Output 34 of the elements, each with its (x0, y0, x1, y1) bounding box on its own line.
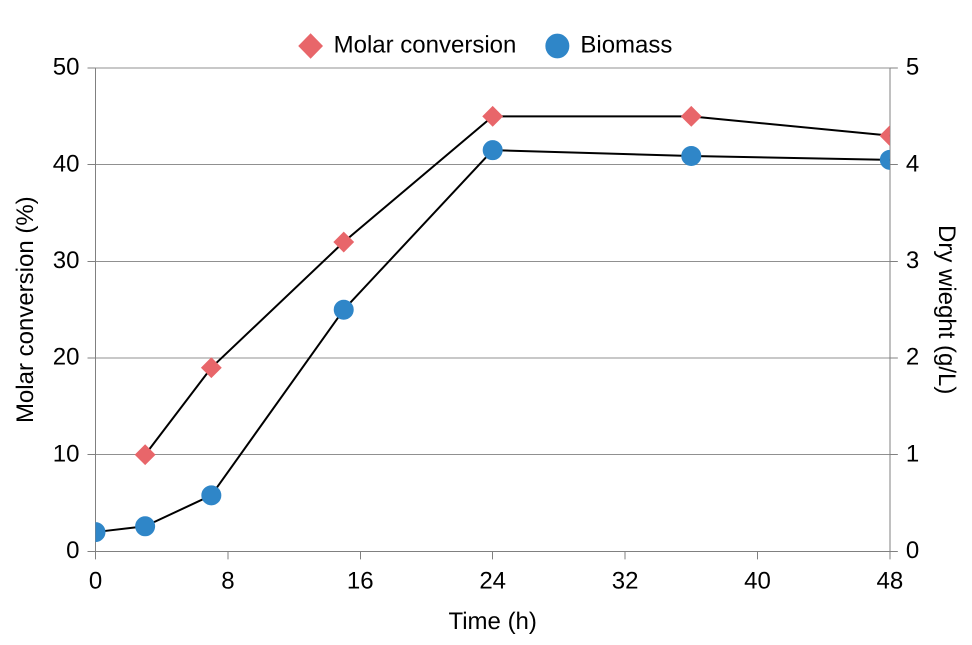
y-tick-label: 10 (52, 440, 80, 468)
y2-tick-label: 2 (906, 344, 920, 371)
point (201, 358, 222, 378)
y-tick-label: 0 (66, 537, 80, 564)
x-tick-label: 40 (744, 567, 771, 594)
y-tick-label: 20 (52, 344, 80, 371)
legend-label: Molar conversion (334, 32, 516, 59)
y-tick-label: 30 (52, 246, 80, 274)
point (334, 232, 354, 252)
y2-tick-label: 0 (906, 537, 920, 564)
x-tick-label: 8 (221, 567, 235, 594)
y2-axis-title: Dry wieght (g/L) (932, 225, 960, 394)
y2-tick-label: 5 (906, 54, 920, 81)
point (681, 146, 702, 166)
x-tick-label: 48 (876, 567, 904, 594)
point (681, 106, 702, 126)
legend-label: Biomass (580, 32, 672, 59)
y2-tick-label: 3 (906, 246, 920, 274)
y-tick-label: 40 (52, 150, 80, 178)
point (135, 444, 156, 465)
y-axis-title: Molar conversion (%) (12, 196, 40, 424)
y-tick-label: 50 (52, 54, 80, 81)
x-tick-label: 32 (612, 567, 638, 594)
point (334, 300, 354, 320)
point (135, 516, 156, 536)
point (201, 485, 222, 506)
y2-tick-label: 4 (906, 150, 920, 178)
x-tick-label: 0 (88, 567, 102, 594)
point (482, 106, 503, 126)
y2-tick-label: 1 (906, 440, 920, 468)
x-tick-label: 16 (346, 567, 374, 594)
point (482, 140, 503, 160)
x-tick-label: 24 (479, 567, 506, 594)
x-axis-title: Time (h) (448, 608, 537, 636)
